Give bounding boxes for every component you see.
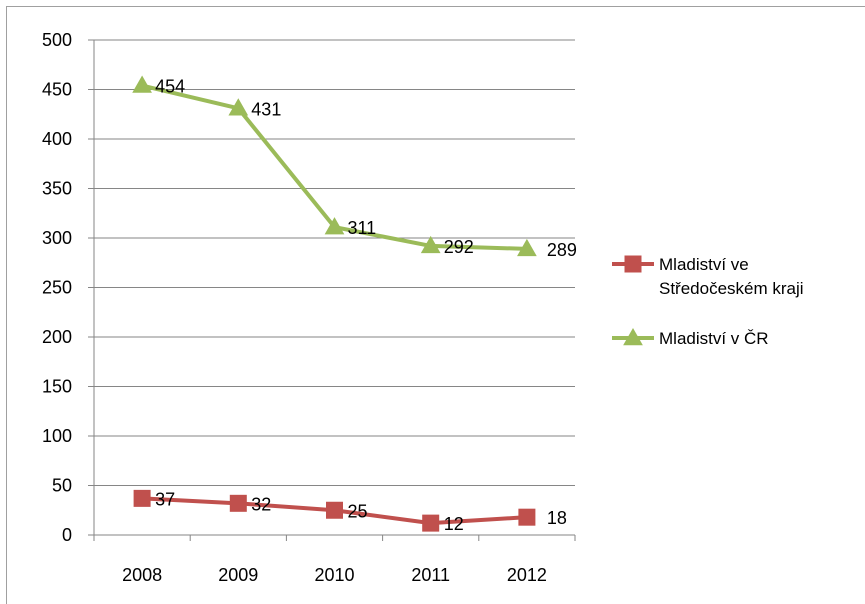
data-label: 311 xyxy=(348,218,377,238)
y-tick-label: 250 xyxy=(42,278,72,298)
y-tick-label: 450 xyxy=(42,80,72,100)
data-point-marker xyxy=(229,494,247,512)
y-tick-label: 0 xyxy=(62,525,72,545)
y-tick-label: 400 xyxy=(42,129,72,149)
data-label: 12 xyxy=(444,514,464,534)
series-layer xyxy=(132,75,537,532)
legend-marker xyxy=(624,255,642,273)
y-tick-label: 150 xyxy=(42,377,72,397)
y-tick-label: 100 xyxy=(42,426,72,446)
data-point-marker xyxy=(518,508,536,526)
x-axis-ticks: 2008 2009 2010 2011 2012 xyxy=(122,565,547,585)
data-label: 25 xyxy=(348,501,368,521)
legend-label: Středočeském kraji xyxy=(659,279,804,298)
x-tick-label: 2008 xyxy=(122,565,162,585)
data-label: 431 xyxy=(251,99,281,119)
data-point-marker xyxy=(132,75,152,93)
y-tick-label: 350 xyxy=(42,179,72,199)
data-point-marker xyxy=(326,501,343,519)
y-tick-label: 300 xyxy=(42,228,72,248)
y-tick-label: 500 xyxy=(42,30,72,50)
data-point-marker xyxy=(422,514,440,532)
data-label: 454 xyxy=(155,77,185,97)
data-point-marker xyxy=(133,489,151,507)
data-point-marker xyxy=(420,235,441,254)
data-point-marker xyxy=(324,217,345,235)
legend-label: Mladiství ve xyxy=(659,255,749,274)
data-point-marker xyxy=(517,238,537,257)
gridlines xyxy=(94,39,575,486)
x-tick-label: 2010 xyxy=(314,565,354,585)
data-point-marker xyxy=(228,98,249,116)
data-label: 32 xyxy=(251,494,271,514)
data-label: 18 xyxy=(547,508,567,528)
legend-marker xyxy=(623,327,643,346)
x-tick-label: 2009 xyxy=(218,565,258,585)
data-labels: 37 32 25 12 18 454 431 311 292 289 xyxy=(155,77,577,535)
y-tick-label: 200 xyxy=(42,327,72,347)
y-axis-ticks: 0 50 100 150 200 250 300 350 400 450 500 xyxy=(42,30,72,545)
data-label: 289 xyxy=(547,240,577,260)
y-tick-label: 50 xyxy=(52,476,72,496)
x-tick-label: 2012 xyxy=(507,565,547,585)
legend-label: Mladiství v ČR xyxy=(659,329,769,348)
data-label: 292 xyxy=(444,237,474,257)
legend: Mladiství ve Středočeském kraji Mladiství … xyxy=(612,255,804,348)
axes xyxy=(88,39,576,541)
data-label: 37 xyxy=(155,489,175,509)
x-tick-label: 2011 xyxy=(411,565,450,585)
